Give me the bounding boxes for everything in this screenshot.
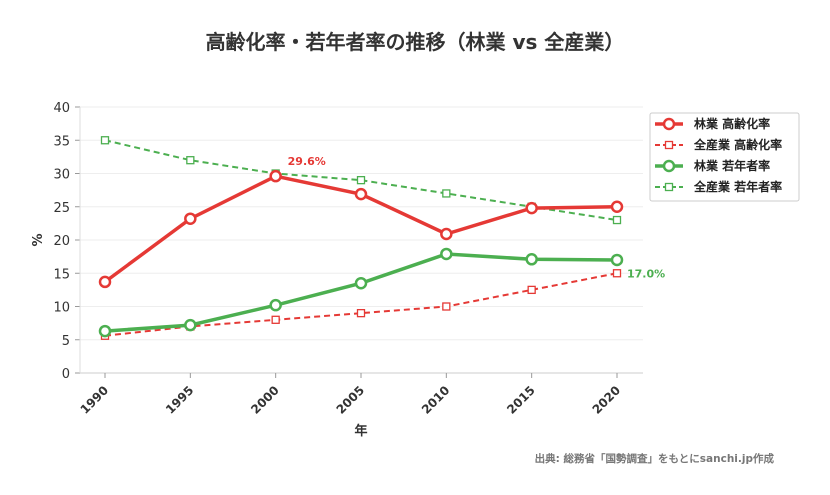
legend-label: 林業 高齢化率: [694, 116, 770, 131]
legend-label: 全産業 高齢化率: [693, 137, 782, 152]
data-point: [525, 253, 538, 266]
data-point: [271, 315, 280, 324]
y-tick-label: 35: [53, 134, 70, 149]
data-point: [98, 275, 112, 289]
data-point: [354, 276, 368, 290]
x-tick-label: 2010: [419, 383, 453, 417]
y-tick-label: 25: [53, 201, 70, 216]
x-tick-label: 2000: [248, 383, 282, 417]
chart-title: 高齢化率・若年者率の推移（林業 vs 全産業）: [205, 30, 625, 54]
data-point: [610, 253, 624, 267]
x-tick-label: 1990: [78, 383, 112, 417]
data-point: [356, 308, 366, 318]
y-axis-label: %: [31, 233, 46, 246]
legend-marker: [664, 182, 674, 192]
data-point: [442, 302, 451, 311]
legend-label: 林業 若年者率: [694, 158, 770, 173]
annotation-label: 29.6%: [288, 155, 326, 168]
data-point: [612, 269, 622, 278]
y-tick-label: 0: [62, 367, 70, 382]
data-point: [356, 175, 366, 185]
legend-label: 全産業 若年者率: [693, 179, 782, 194]
y-tick-label: 20: [53, 234, 70, 249]
legend-marker: [662, 117, 676, 131]
legend-marker: [664, 140, 674, 150]
legend-marker: [662, 159, 676, 173]
x-tick-label: 2015: [504, 383, 538, 417]
data-point: [186, 156, 195, 165]
x-tick-label: 2020: [590, 383, 624, 417]
x-tick-label: 2005: [334, 383, 368, 417]
data-point: [269, 169, 282, 183]
data-point: [269, 298, 282, 312]
legend: [649, 112, 800, 202]
y-tick-label: 15: [53, 267, 70, 282]
x-tick-label: 1995: [163, 383, 197, 417]
data-point: [440, 247, 453, 261]
data-point: [354, 187, 368, 201]
annotation-label: 17.0%: [627, 267, 665, 280]
data-point: [442, 189, 451, 198]
data-point: [98, 324, 112, 338]
data-point: [527, 285, 536, 295]
data-point: [184, 318, 197, 332]
x-axis-label: 年: [354, 423, 367, 439]
y-tick-label: 40: [53, 101, 70, 116]
y-tick-label: 5: [62, 334, 70, 349]
data-point: [440, 227, 453, 241]
source-note: 出典: 総務省「国勢調査」をもとにsanchi.jp作成: [534, 453, 774, 465]
data-point: [612, 215, 622, 225]
y-tick-label: 30: [53, 168, 70, 183]
series-line: [104, 252, 618, 333]
data-point: [184, 212, 197, 225]
data-point: [610, 200, 624, 213]
data-point: [525, 201, 538, 215]
y-tick-label: 10: [53, 301, 70, 316]
data-point: [100, 136, 110, 145]
